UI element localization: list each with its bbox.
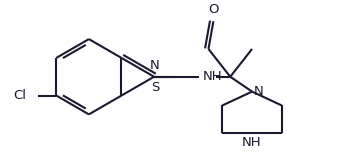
Text: N: N — [150, 59, 160, 72]
Text: NH: NH — [242, 136, 262, 149]
Text: NH: NH — [203, 70, 222, 83]
Text: N: N — [254, 85, 264, 98]
Text: Cl: Cl — [13, 89, 26, 102]
Text: O: O — [208, 3, 219, 16]
Text: S: S — [151, 81, 159, 94]
